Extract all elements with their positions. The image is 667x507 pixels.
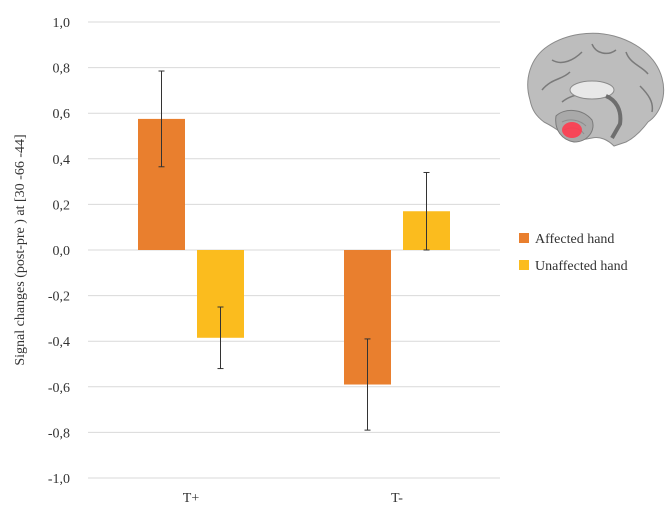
y-axis-title: Signal changes (post-pre ) at [30 -66 -4… <box>13 134 28 365</box>
y-tick-label: -0,4 <box>48 335 70 350</box>
brain-mri-sagittal-icon <box>527 32 665 147</box>
x-category-label: T- <box>391 491 403 506</box>
y-tick-label: -0,6 <box>48 381 70 396</box>
x-category-label: T+ <box>183 491 200 506</box>
y-tick-label: 0,4 <box>53 153 71 168</box>
legend-label: Unaffected hand <box>535 259 628 274</box>
y-tick-label: 1,0 <box>53 16 71 31</box>
activation-highlight <box>562 122 582 138</box>
bars <box>138 118 450 385</box>
y-tick-label: 0,6 <box>53 107 71 122</box>
legend-swatch <box>519 233 529 243</box>
error-bars <box>158 70 430 431</box>
y-tick-label: -0,8 <box>48 426 70 441</box>
y-tick-label: 0,8 <box>53 62 71 77</box>
legend-label: Affected hand <box>535 232 614 247</box>
y-tick-label: -0,2 <box>48 290 70 305</box>
y-tick-label: 0,0 <box>53 244 71 259</box>
legend-swatch <box>519 260 529 270</box>
y-tick-label: -1,0 <box>48 472 70 487</box>
y-axis-ticks: 1,0 0,8 0,6 0,4 0,2 0,0 -0,2 -0,4 -0,6 -0,8 -1,0 <box>48 16 70 487</box>
y-tick-label: 0,2 <box>53 198 71 213</box>
legend: Affected hand Unaffected hand <box>519 232 628 274</box>
x-axis-categories: T+ T- <box>183 491 404 506</box>
